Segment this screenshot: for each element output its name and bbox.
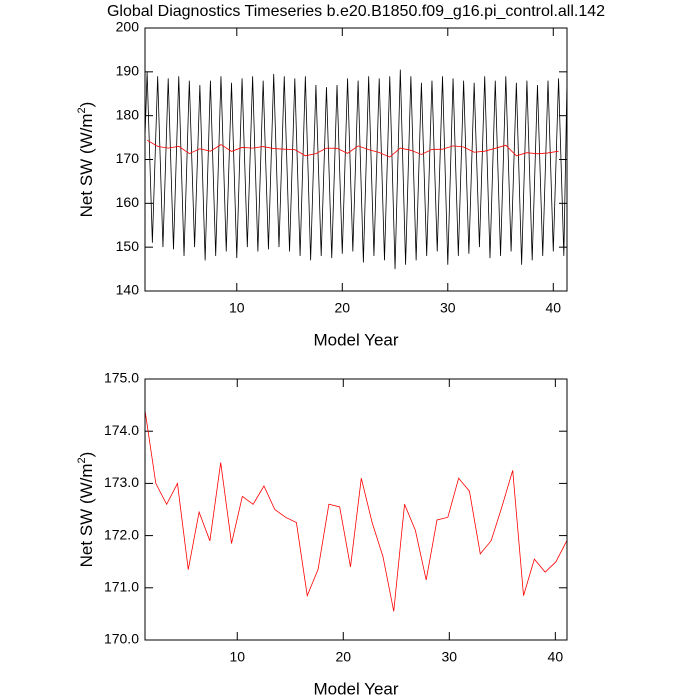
- series-line: [144, 410, 568, 612]
- plot-frame: [144, 378, 568, 641]
- y-axis-label: Net SW (W/m2): [76, 102, 97, 218]
- y-axis-label: Net SW (W/m2): [76, 452, 97, 568]
- y-tick-label: 175.0: [104, 370, 139, 386]
- y-tick-label: 140: [116, 282, 140, 298]
- y-tick-label: 170.0: [104, 631, 139, 647]
- x-tick-label: 10: [229, 300, 245, 316]
- y-tick-label: 200: [116, 19, 140, 35]
- y-axis-label-part: 2: [76, 107, 88, 113]
- y-tick-label: 174.0: [104, 422, 139, 438]
- y-tick-label: 171.0: [104, 579, 139, 595]
- x-tick-label: 20: [335, 649, 351, 665]
- x-axis-label: Model Year: [313, 679, 398, 698]
- y-axis-label-part: Net SW (W/m: [77, 113, 96, 217]
- plot-frame: [144, 27, 568, 292]
- y-tick-label: 180: [116, 106, 140, 122]
- x-tick-label: 30: [442, 649, 458, 665]
- y-axis-label-part: 2: [76, 457, 88, 463]
- x-tick-label: 20: [334, 300, 350, 316]
- y-axis-label-part: Net SW (W/m: [77, 463, 96, 567]
- series-line: [146, 139, 559, 158]
- x-tick-label: 40: [545, 300, 561, 316]
- x-axis-label: Model Year: [313, 330, 398, 349]
- y-tick-label: 160: [116, 194, 140, 210]
- y-tick-label: 173.0: [104, 474, 139, 490]
- chart-title: Global Diagnostics Timeseries b.e20.B185…: [107, 3, 605, 20]
- x-tick-label: 10: [229, 649, 245, 665]
- y-axis-label-part: ): [77, 452, 96, 458]
- x-tick-label: 40: [548, 649, 564, 665]
- x-tick-label: 30: [440, 300, 456, 316]
- y-tick-label: 170: [116, 150, 140, 166]
- y-tick-label: 150: [116, 238, 140, 254]
- y-axis-label-part: ): [77, 102, 96, 108]
- series-line: [144, 69, 568, 270]
- y-tick-label: 190: [116, 63, 140, 79]
- y-tick-label: 172.0: [104, 526, 139, 542]
